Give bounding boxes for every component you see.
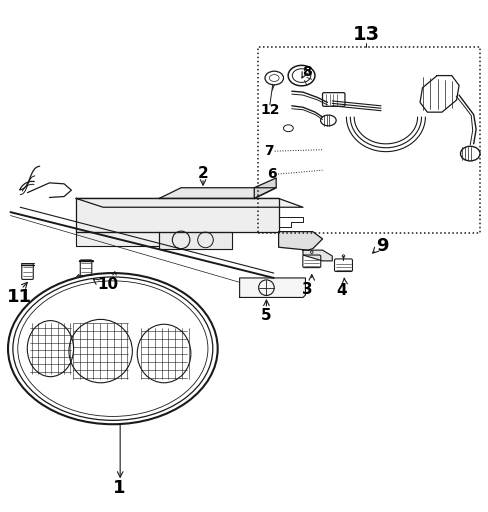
Polygon shape <box>254 178 276 199</box>
Text: 2: 2 <box>197 165 208 181</box>
Text: 10: 10 <box>97 277 118 292</box>
Polygon shape <box>159 231 232 249</box>
Text: 6: 6 <box>267 167 277 181</box>
Polygon shape <box>303 250 331 261</box>
Text: 9: 9 <box>375 237 388 255</box>
Text: 5: 5 <box>261 308 271 324</box>
Text: 7: 7 <box>264 144 273 158</box>
Polygon shape <box>76 199 303 207</box>
Polygon shape <box>278 231 322 250</box>
Text: 8: 8 <box>302 65 311 79</box>
Polygon shape <box>239 278 305 297</box>
Text: 3: 3 <box>301 282 312 296</box>
Polygon shape <box>76 231 159 246</box>
Bar <box>257 47 479 232</box>
Polygon shape <box>76 199 278 231</box>
Text: 12: 12 <box>260 103 279 117</box>
Text: 1: 1 <box>112 479 125 497</box>
Text: 13: 13 <box>352 25 379 44</box>
Text: 11: 11 <box>6 288 32 307</box>
Polygon shape <box>159 188 276 199</box>
Text: 4: 4 <box>336 283 346 297</box>
